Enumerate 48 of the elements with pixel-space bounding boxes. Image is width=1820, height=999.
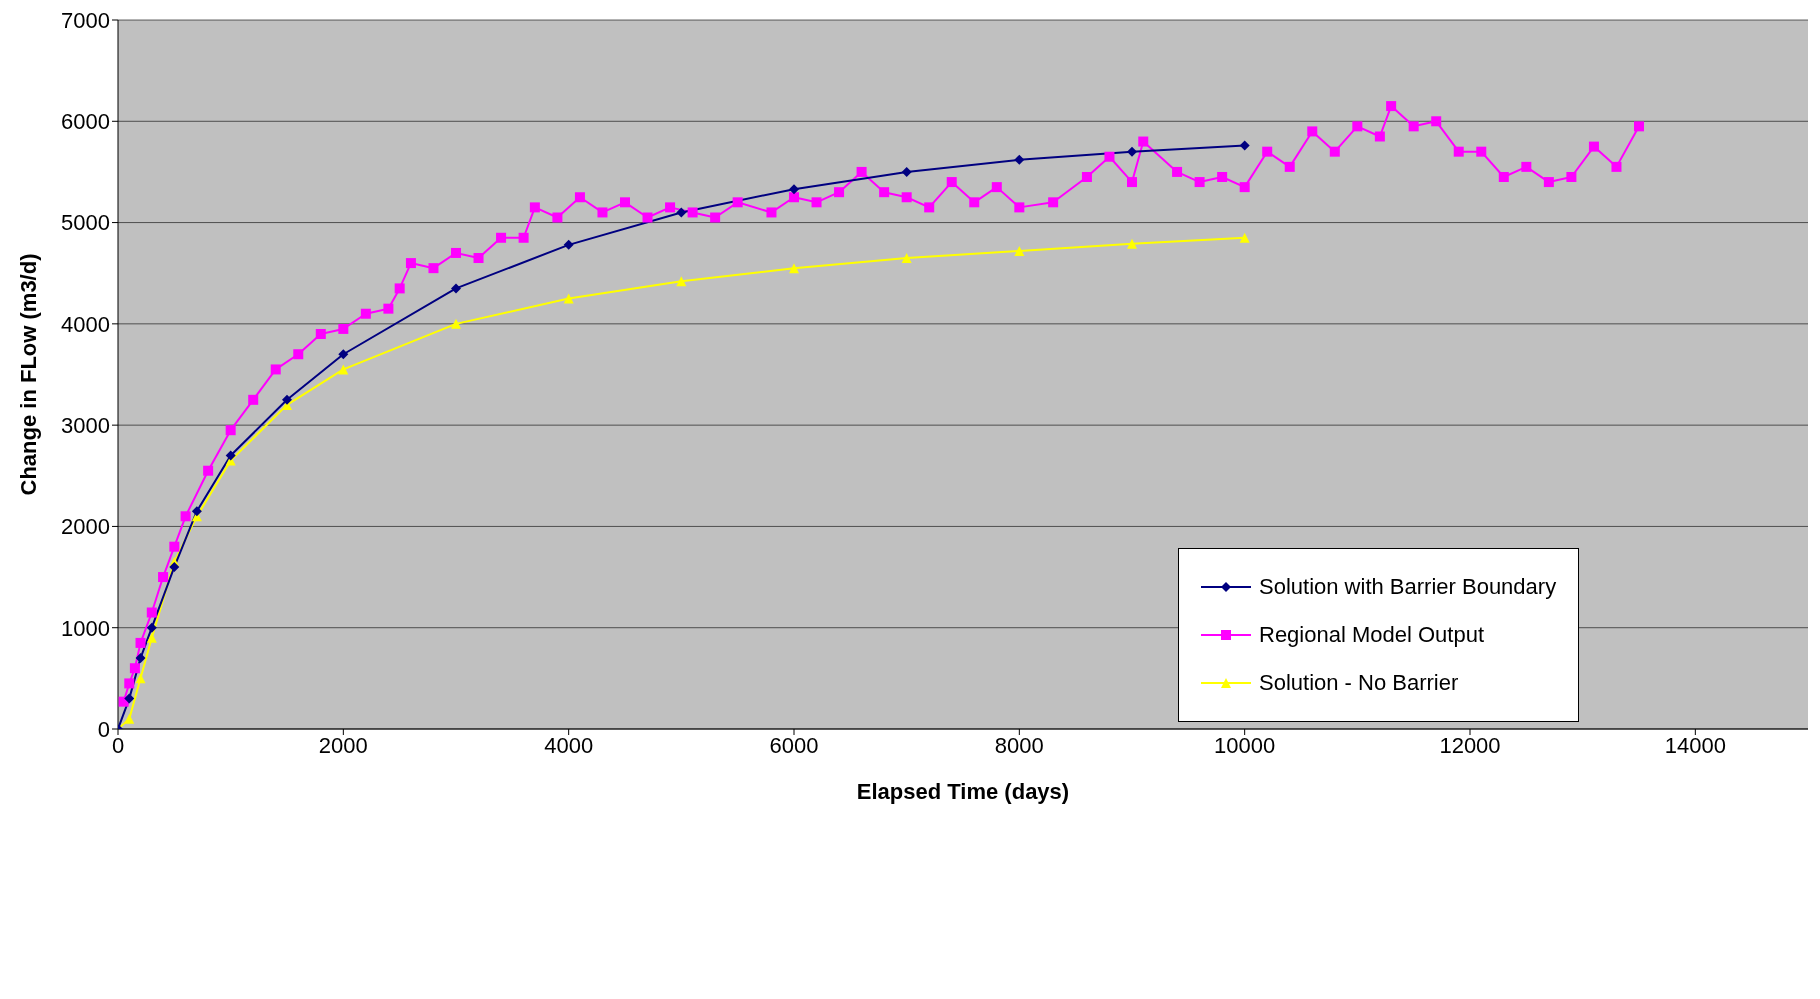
x-tick-label: 2000 [318,732,368,758]
y-tick-label: 6000 [61,109,110,135]
point [282,394,292,405]
y-tick-label: 0 [97,716,110,742]
y-tick-label: 5000 [61,210,110,236]
legend-label: Regional Model Output [1259,621,1485,649]
x-tick-label: 14000 [1664,732,1726,758]
point [146,632,157,643]
point [135,653,146,664]
point [124,713,135,724]
x-tick-label: 10000 [1214,732,1276,758]
point [1127,146,1137,157]
point [338,364,349,375]
y-tick-label: 7000 [61,7,110,33]
point [563,239,574,250]
point [789,184,799,195]
point [146,622,157,633]
point [676,276,687,287]
point [901,166,912,177]
point [1014,154,1025,165]
y-tick-label: 4000 [61,311,110,337]
y-tick-label: 1000 [61,615,110,641]
point [225,450,236,461]
point [789,263,799,274]
point [169,561,180,572]
y-tick-label: 3000 [61,412,110,438]
point [676,207,687,218]
point [1127,238,1137,249]
point [124,693,135,704]
x-tick-label: 8000 [994,732,1044,758]
x-axis-title: Elapsed Time (days) [856,779,1070,804]
x-tick-label: 4000 [544,732,594,758]
point [1239,232,1250,243]
x-tick-label: 12000 [1439,732,1501,758]
point [135,673,146,684]
point [901,253,912,264]
point [338,349,349,360]
legend-label: Solution - No Barrier [1259,669,1459,697]
point [451,318,461,329]
legend-label: Solution with Barrier Boundary [1259,573,1557,601]
point [451,283,461,294]
y-axis-title: Change in FLow (m3/d) [15,253,41,496]
point [563,293,574,304]
x-tick-label: 6000 [769,732,819,758]
y-tick-label: 2000 [61,514,110,540]
point [1239,140,1250,151]
point [191,506,202,517]
point [1014,245,1025,256]
